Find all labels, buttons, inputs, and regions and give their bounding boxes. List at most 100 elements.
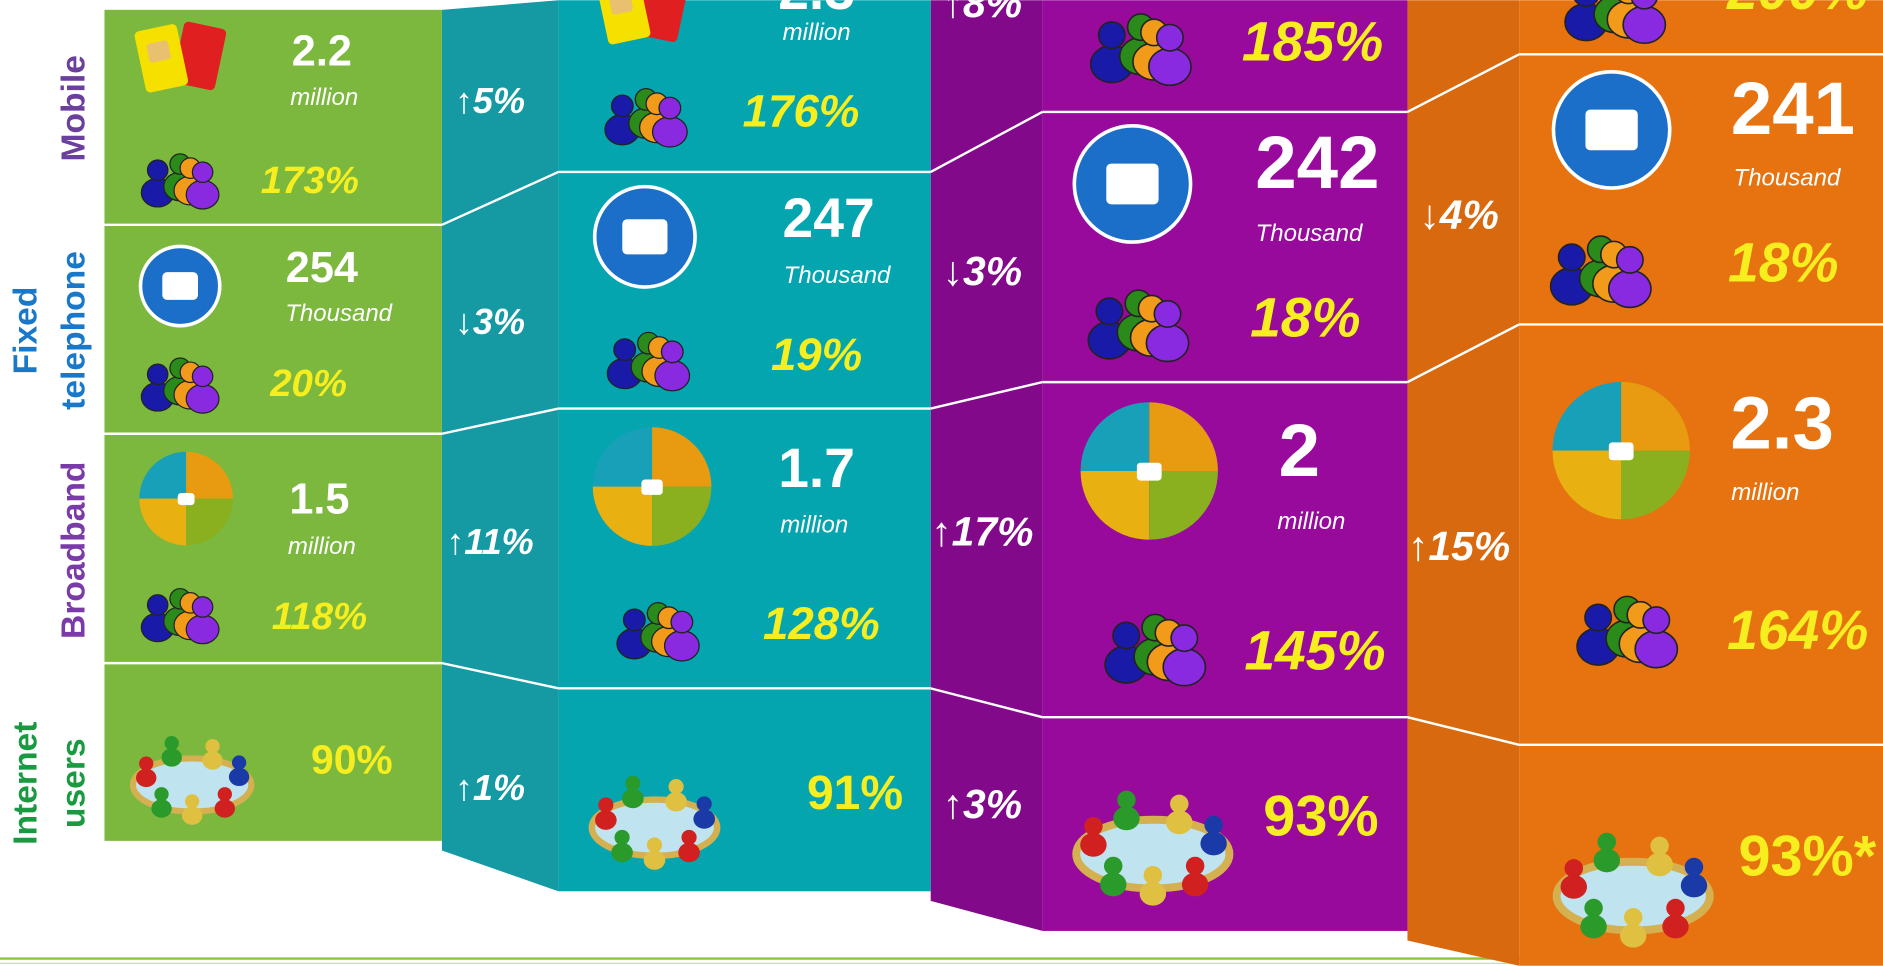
person-head — [614, 339, 636, 361]
growth-label: ↑1% — [455, 767, 525, 808]
person-head — [1643, 607, 1669, 633]
internet-penetration: 90% — [311, 737, 393, 783]
user-body — [1200, 832, 1226, 856]
user-head — [205, 739, 219, 753]
person-head — [1113, 622, 1139, 648]
internet-penetration: 91% — [807, 767, 903, 820]
penetration: 200% — [1726, 0, 1868, 21]
person-body — [653, 117, 688, 147]
row-label: Internet — [7, 722, 44, 845]
person-head — [1617, 247, 1643, 273]
person-head — [192, 162, 212, 182]
user-head — [232, 755, 246, 769]
user-body — [644, 850, 666, 869]
cell-value: 241 — [1731, 67, 1855, 150]
router — [1609, 442, 1634, 460]
user-body — [1561, 875, 1587, 899]
cell-unit: million — [1731, 479, 1799, 506]
cell-unit: million — [783, 19, 851, 46]
user-head — [697, 796, 712, 811]
user-head — [625, 776, 640, 791]
growth-label: ↑17% — [931, 508, 1033, 554]
user-head — [165, 736, 179, 750]
user-head — [1584, 899, 1602, 917]
growth-label: ↑15% — [1408, 523, 1510, 569]
person-head — [147, 160, 167, 180]
growth-label: ↑5% — [455, 80, 525, 121]
row-label: Fixed — [7, 287, 44, 375]
phone-body — [162, 272, 198, 300]
person-body — [186, 180, 219, 209]
person-head — [1171, 625, 1197, 651]
user-head — [1598, 833, 1616, 851]
cell-unit: Thousand — [1256, 220, 1363, 247]
cell-unit: Thousand — [285, 300, 392, 327]
person-body — [1623, 6, 1665, 43]
cell-unit: Thousand — [1734, 165, 1841, 192]
user-body — [215, 799, 235, 817]
infographic: 2.2million173%254Thousand20%1.5million11… — [0, 0, 1883, 966]
phone-body — [1585, 110, 1637, 151]
penetration: 164% — [1727, 599, 1868, 661]
user-body — [1594, 849, 1620, 873]
cell-value: 1.7 — [778, 437, 855, 499]
cell-unit: Thousand — [784, 262, 891, 289]
penetration: 19% — [771, 329, 862, 380]
user-head — [1650, 837, 1668, 855]
penetration: 145% — [1244, 619, 1385, 681]
person-body — [1146, 324, 1188, 361]
penetration: 173% — [261, 159, 359, 202]
user-head — [1186, 857, 1204, 875]
person-body — [1635, 631, 1677, 668]
user-head — [185, 794, 199, 808]
penetration: 118% — [272, 595, 367, 638]
router — [178, 493, 195, 505]
user-head — [669, 779, 684, 794]
person-body — [186, 615, 219, 644]
penetration: 176% — [743, 85, 860, 136]
user-body — [1140, 882, 1166, 906]
user-body — [595, 810, 617, 829]
user-body — [1662, 915, 1688, 939]
cell-value: 1.5 — [289, 476, 349, 524]
internet-penetration: 93%* — [1738, 824, 1876, 888]
user-head — [1144, 866, 1162, 884]
user-head — [218, 787, 232, 801]
user-head — [1666, 899, 1684, 917]
user-head — [1565, 859, 1583, 877]
user-head — [1170, 795, 1188, 813]
user-head — [1204, 816, 1222, 834]
user-head — [1685, 858, 1703, 876]
person-head — [671, 611, 693, 633]
person-body — [655, 361, 690, 391]
person-head — [1099, 22, 1125, 48]
cell-value: 2.2 — [292, 28, 352, 76]
cell-value: 247 — [783, 187, 875, 249]
user-body — [611, 843, 633, 862]
user-head — [1084, 817, 1102, 835]
user-body — [182, 806, 202, 824]
penetration: 18% — [1250, 287, 1361, 349]
user-head — [1624, 908, 1642, 926]
penetration: 185% — [1242, 10, 1383, 72]
person-body — [1149, 48, 1191, 85]
user-body — [229, 768, 249, 786]
cell-value: 242 — [1255, 121, 1379, 204]
person-head — [1096, 298, 1122, 324]
cell-value: 254 — [286, 244, 358, 292]
growth-label: ↑8% — [943, 0, 1022, 26]
user-body — [202, 751, 222, 769]
person-head — [147, 364, 167, 384]
user-body — [1580, 915, 1606, 939]
person-head — [1154, 301, 1180, 327]
user-head — [598, 797, 613, 812]
row-label: users — [56, 738, 93, 828]
cell-value: 2.3 — [778, 0, 855, 21]
growth-label: ↓4% — [1419, 191, 1498, 237]
phone-body — [622, 219, 667, 254]
cell-value: 2 — [1279, 409, 1320, 492]
person-head — [192, 597, 212, 617]
row-label: Broadband — [56, 462, 93, 639]
column — [104, 10, 441, 841]
user-body — [665, 792, 687, 811]
